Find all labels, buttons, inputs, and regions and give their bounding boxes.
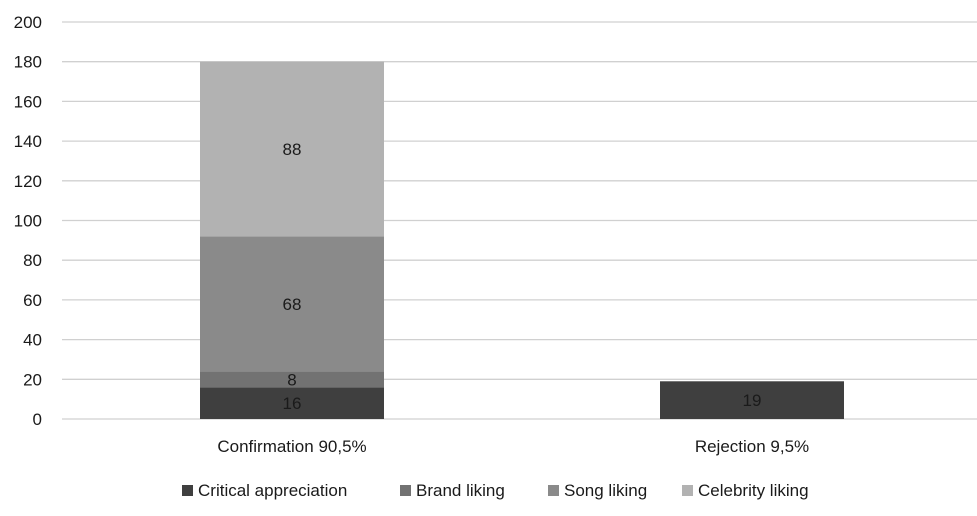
bar-segment-brand-liking	[200, 371, 384, 388]
legend-swatch	[182, 485, 193, 496]
legend-label: Song liking	[564, 481, 647, 500]
y-tick-label: 80	[23, 251, 42, 270]
bar-segment-critical-appreciation	[200, 387, 384, 419]
y-tick-label: 60	[23, 291, 42, 310]
bar-segment-song-liking	[200, 236, 384, 372]
legend-swatch	[400, 485, 411, 496]
y-tick-label: 180	[14, 53, 42, 72]
legend-swatch	[682, 485, 693, 496]
x-axis-category-labels: Confirmation 90,5% Rejection 9,5%	[217, 437, 809, 456]
data-labels: 16 8 68 88 19	[283, 140, 762, 413]
y-tick-label: 100	[14, 212, 42, 231]
data-label: 8	[287, 370, 296, 389]
y-tick-label: 160	[14, 92, 42, 111]
y-tick-label: 140	[14, 132, 42, 151]
legend-label: Celebrity liking	[698, 481, 809, 500]
bars	[200, 61, 844, 419]
bar-segment-critical-appreciation	[660, 381, 844, 419]
y-tick-label: 200	[14, 13, 42, 32]
y-axis-tick-labels: 0 20 40 60 80 100 120 140 160 180 200	[14, 13, 42, 429]
data-label: 16	[283, 394, 302, 413]
y-tick-label: 20	[23, 370, 42, 389]
legend-swatch	[548, 485, 559, 496]
x-category-label: Rejection 9,5%	[695, 437, 809, 456]
data-label: 68	[283, 295, 302, 314]
y-tick-label: 0	[33, 410, 42, 429]
y-tick-label: 40	[23, 331, 42, 350]
data-label: 19	[743, 391, 762, 410]
y-tick-label: 120	[14, 172, 42, 191]
bar-segment-celebrity-liking	[200, 61, 384, 237]
x-category-label: Confirmation 90,5%	[217, 437, 366, 456]
legend-label: Brand liking	[416, 481, 505, 500]
legend-label: Critical appreciation	[198, 481, 347, 500]
legend: Critical appreciation Brand liking Song li…	[182, 481, 809, 500]
gridlines	[62, 21, 977, 420]
data-label: 88	[283, 140, 302, 159]
